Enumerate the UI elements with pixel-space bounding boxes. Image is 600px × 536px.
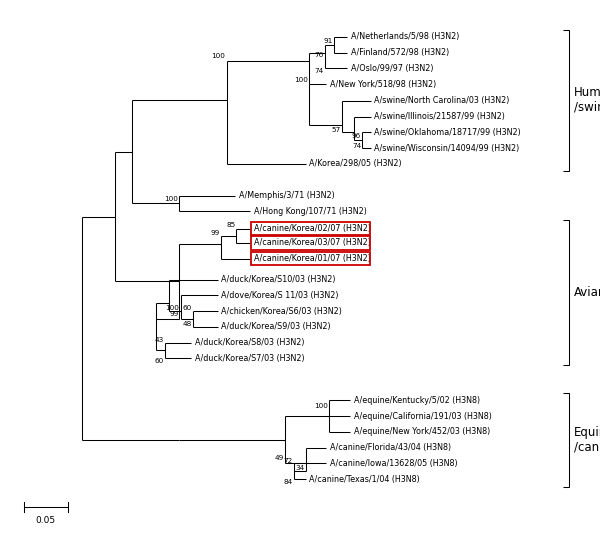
Text: 100: 100 — [294, 77, 308, 83]
Text: A/swine/Oklahoma/18717/99 (H3N2): A/swine/Oklahoma/18717/99 (H3N2) — [374, 128, 521, 137]
Text: 76: 76 — [315, 53, 324, 58]
Text: A/swine/Wisconsin/14094/99 (H3N2): A/swine/Wisconsin/14094/99 (H3N2) — [374, 144, 520, 153]
Text: A/canine/Texas/1/04 (H3N8): A/canine/Texas/1/04 (H3N8) — [310, 475, 420, 483]
Text: 99: 99 — [169, 311, 178, 317]
Text: A/New York/518/98 (H3N2): A/New York/518/98 (H3N2) — [330, 80, 436, 88]
Text: 74: 74 — [315, 68, 324, 74]
Text: 100: 100 — [211, 53, 226, 59]
Text: A/Korea/298/05 (H3N2): A/Korea/298/05 (H3N2) — [310, 160, 402, 168]
Text: A/Netherlands/5/98 (H3N2): A/Netherlands/5/98 (H3N2) — [350, 32, 459, 41]
Text: A/equine/Kentucky/5/02 (H3N8): A/equine/Kentucky/5/02 (H3N8) — [353, 396, 479, 405]
Text: 0.05: 0.05 — [35, 517, 56, 525]
Text: Avian: Avian — [574, 286, 600, 299]
Text: A/duck/Korea/S8/03 (H3N2): A/duck/Korea/S8/03 (H3N2) — [195, 338, 304, 347]
Text: 91: 91 — [323, 38, 332, 44]
Text: 48: 48 — [182, 321, 192, 327]
Text: A/canine/Korea/03/07 (H3N2): A/canine/Korea/03/07 (H3N2) — [254, 239, 370, 247]
Text: A/canine/Iowa/13628/05 (H3N8): A/canine/Iowa/13628/05 (H3N8) — [330, 459, 458, 468]
Text: A/duck/Korea/S10/03 (H3N2): A/duck/Korea/S10/03 (H3N2) — [221, 275, 336, 284]
Text: 85: 85 — [226, 222, 235, 228]
Text: A/duck/Korea/S7/03 (H3N2): A/duck/Korea/S7/03 (H3N2) — [195, 354, 304, 363]
Text: 100: 100 — [166, 305, 179, 311]
Text: 72: 72 — [284, 458, 293, 464]
Text: 84: 84 — [284, 479, 293, 485]
Text: A/equine/California/191/03 (H3N8): A/equine/California/191/03 (H3N8) — [353, 412, 491, 421]
Text: A/duck/Korea/S9/03 (H3N2): A/duck/Korea/S9/03 (H3N2) — [221, 322, 331, 331]
Text: A/canine/Korea/02/07 (H3N2): A/canine/Korea/02/07 (H3N2) — [254, 224, 371, 233]
Text: A/Oslo/99/97 (H3N2): A/Oslo/99/97 (H3N2) — [350, 64, 433, 73]
Text: A/chicken/Korea/S6/03 (H3N2): A/chicken/Korea/S6/03 (H3N2) — [221, 307, 342, 316]
Text: 43: 43 — [154, 337, 164, 343]
Text: A/swine/Illinois/21587/99 (H3N2): A/swine/Illinois/21587/99 (H3N2) — [374, 112, 505, 121]
Text: 60: 60 — [182, 306, 192, 311]
Text: 49: 49 — [275, 455, 284, 461]
Text: A/canine/Korea/01/07 (H3N2): A/canine/Korea/01/07 (H3N2) — [254, 254, 370, 263]
Text: 60: 60 — [154, 358, 164, 364]
Text: 99: 99 — [210, 230, 220, 236]
Text: A/Hong Kong/107/71 (H3N2): A/Hong Kong/107/71 (H3N2) — [254, 207, 367, 216]
Text: Equine
/canine: Equine /canine — [574, 426, 600, 454]
Text: 100: 100 — [314, 403, 328, 408]
Text: A/swine/North Carolina/03 (H3N2): A/swine/North Carolina/03 (H3N2) — [374, 96, 509, 106]
Text: 57: 57 — [332, 127, 341, 133]
Text: A/Finland/572/98 (H3N2): A/Finland/572/98 (H3N2) — [350, 48, 449, 57]
Text: A/canine/Florida/43/04 (H3N8): A/canine/Florida/43/04 (H3N8) — [330, 443, 451, 452]
Text: 100: 100 — [164, 196, 178, 202]
Text: Human
/swine: Human /swine — [574, 86, 600, 114]
Text: 34: 34 — [295, 465, 305, 471]
Text: A/dove/Korea/S 11/03 (H3N2): A/dove/Korea/S 11/03 (H3N2) — [221, 291, 339, 300]
Text: 74: 74 — [352, 143, 361, 148]
Text: A/Memphis/3/71 (H3N2): A/Memphis/3/71 (H3N2) — [239, 191, 335, 200]
Text: A/equine/New York/452/03 (H3N8): A/equine/New York/452/03 (H3N8) — [353, 427, 490, 436]
Text: 96: 96 — [352, 132, 361, 139]
